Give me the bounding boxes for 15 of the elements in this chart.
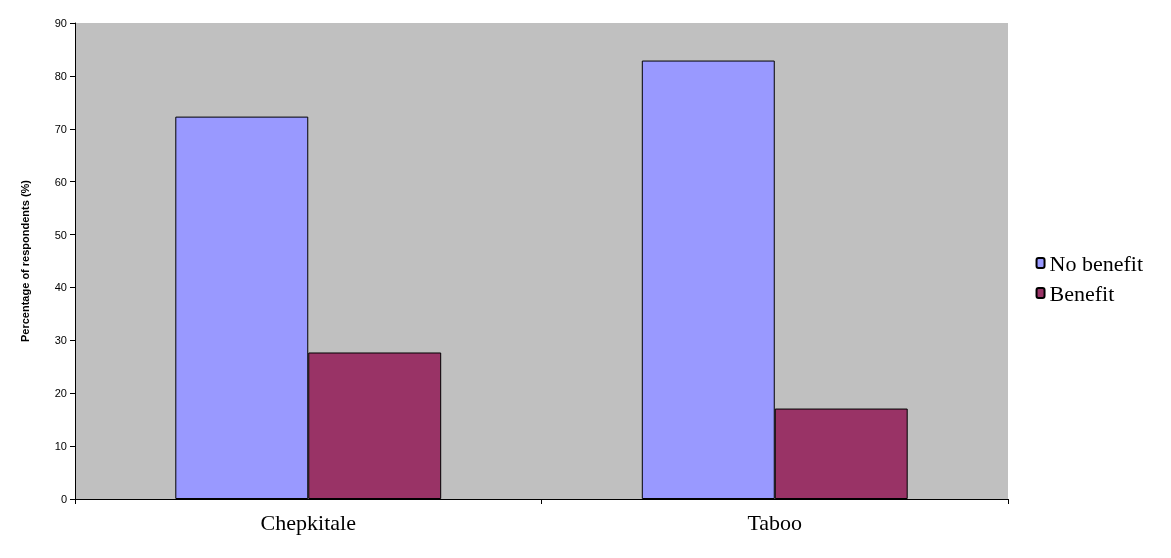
x-tick-label: Chepkitale [260, 509, 356, 535]
x-tick-label: Taboo [747, 509, 803, 535]
y-axis-title: Percentage of respondents (%) [18, 179, 31, 342]
y-tick-label: 60 [54, 175, 67, 188]
y-tick-label: 0 [60, 493, 67, 505]
legend-label: Benefit [1049, 280, 1115, 306]
y-tick-label: 20 [54, 387, 67, 400]
y-tick-label: 30 [54, 334, 67, 347]
y-tick-label: 10 [54, 440, 67, 453]
y-tick-label: 70 [54, 122, 67, 135]
y-tick-label: 50 [54, 228, 67, 241]
legend-label: No benefit [1049, 250, 1143, 276]
y-tick-label: 80 [54, 69, 67, 82]
y-tick-label: 40 [54, 281, 67, 294]
y-tick-label: 90 [54, 17, 67, 29]
